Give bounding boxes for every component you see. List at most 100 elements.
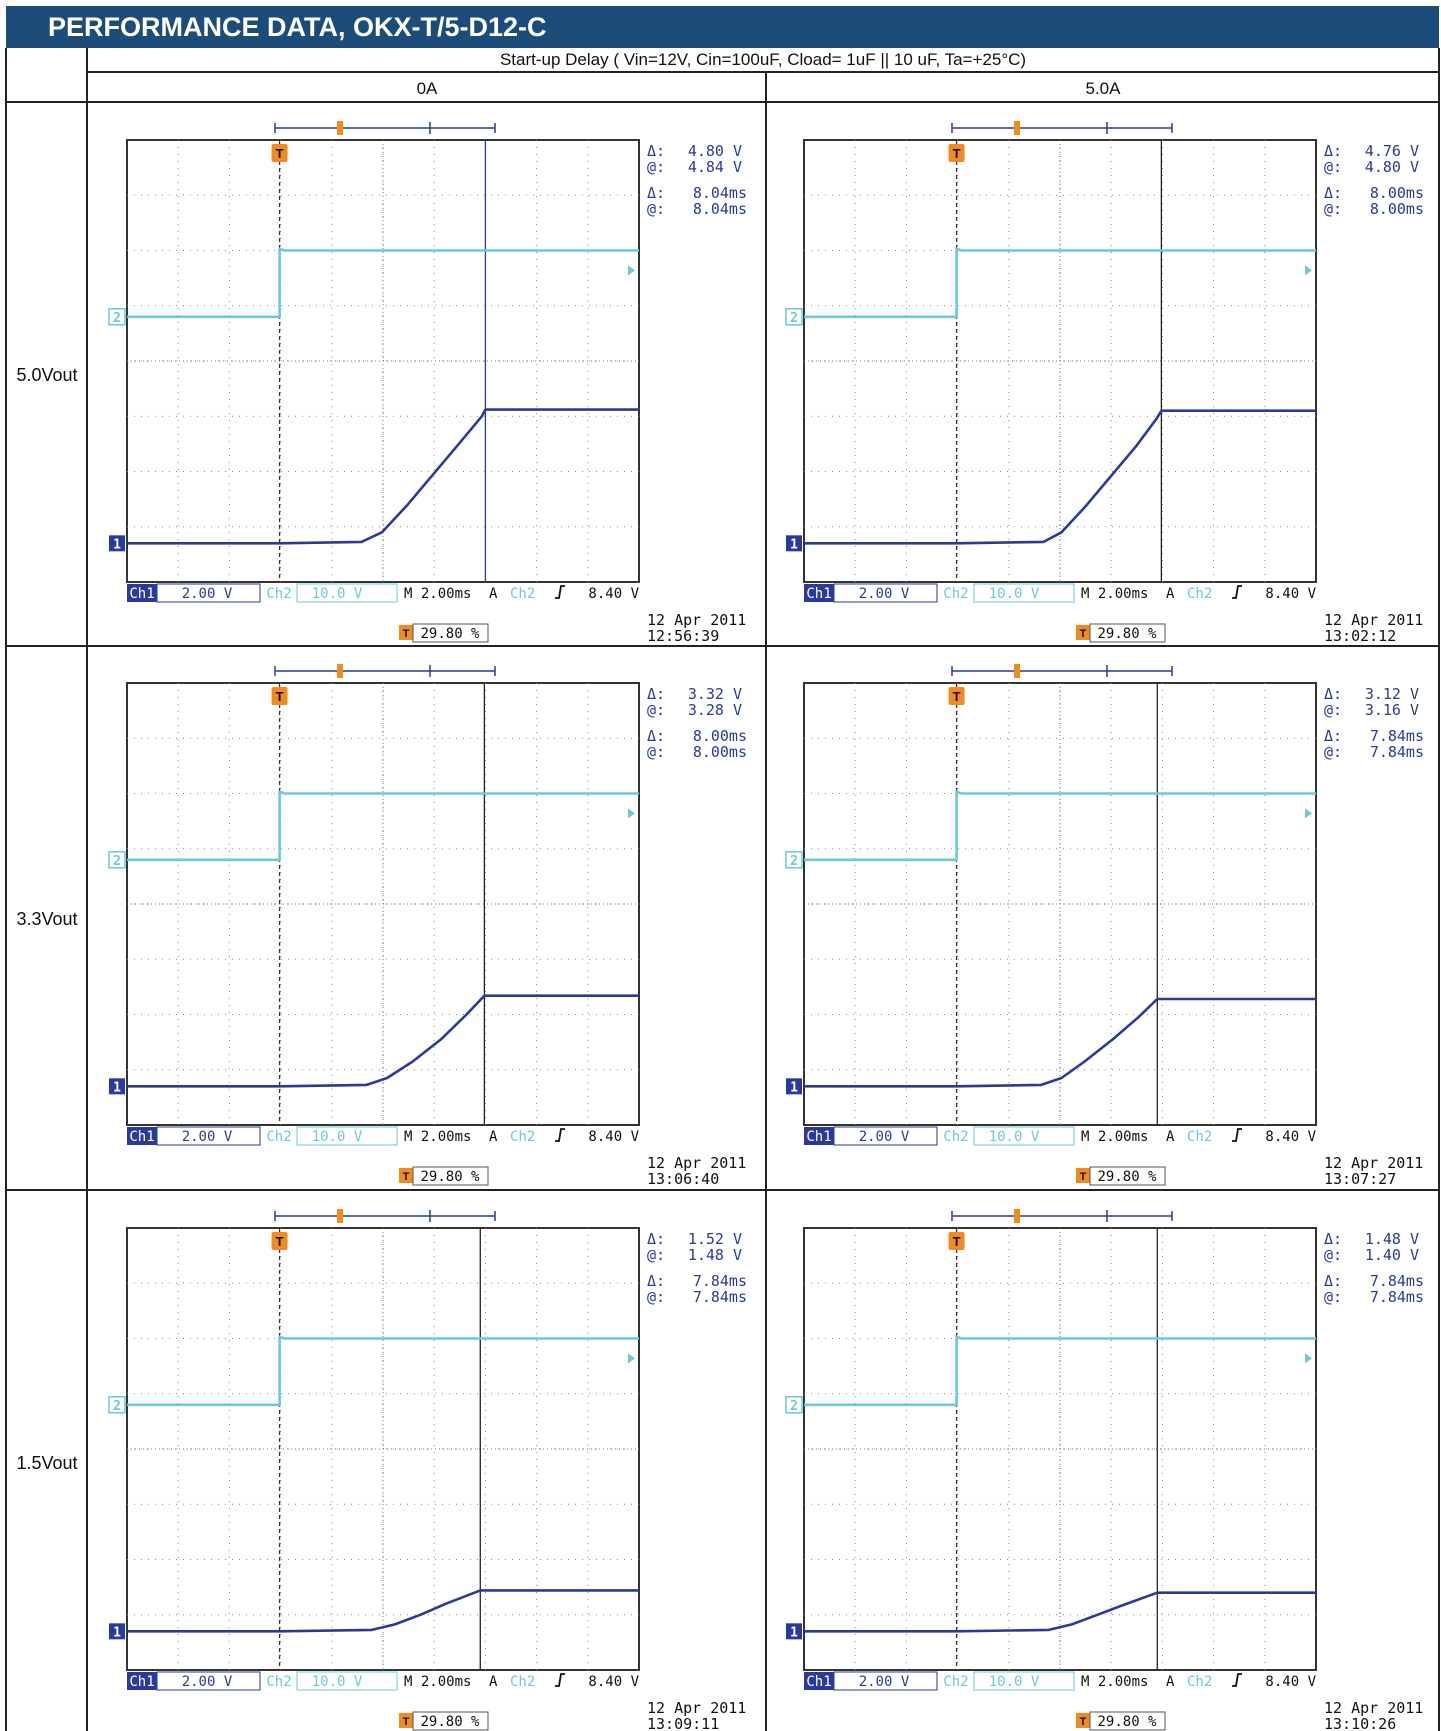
at-v-label: @:	[1324, 1246, 1342, 1264]
trigger-marker-box	[271, 687, 288, 705]
ch2-badge-label: Ch2	[266, 586, 291, 602]
ch2-scale: 10.0 V	[312, 586, 363, 602]
trigger-level-arrow	[1305, 808, 1312, 819]
ch1-badge-label: Ch1	[806, 1674, 831, 1690]
ch1-badge-label: Ch1	[806, 586, 831, 602]
trigger-pos-box	[1089, 1166, 1166, 1186]
ch1-badge-label: Ch1	[129, 1674, 154, 1690]
trigger-level: 8.40 V	[1265, 586, 1316, 602]
trigger-pos-icon	[1076, 1168, 1090, 1183]
at-t-label: @:	[647, 200, 665, 218]
at-t-value: 7.84ms	[1370, 743, 1424, 761]
trigger-source: Ch2	[1187, 1129, 1212, 1145]
trigger-pos: 29.80 %	[420, 1714, 480, 1730]
at-v-label: @:	[1324, 701, 1342, 719]
trigger-pos-icon-label: T	[403, 1171, 410, 1183]
ch1-badge	[127, 584, 157, 602]
capture-time: 13:10:26	[1324, 1715, 1396, 1731]
trigger-source: Ch2	[510, 586, 535, 602]
at-t-label: @:	[1324, 1288, 1342, 1306]
scope-panel-3.3Vout-5.0A: T 1 2 Δ: 3.12 V @: 3.16 V Δ: 7.84ms @: 7.84ms Ch1 2.…	[785, 664, 1424, 1188]
record-bracket	[274, 1211, 496, 1221]
trigger-marker-label: T	[276, 1234, 284, 1249]
ch2-ground-marker	[785, 308, 803, 326]
ch2-scale: 10.0 V	[989, 1674, 1040, 1690]
at-v-value: 3.28 V	[688, 701, 742, 719]
trigger-pos-box	[412, 623, 489, 643]
ch2-scale-box	[973, 1126, 1075, 1146]
record-bracket	[951, 1211, 1173, 1221]
trigger-source: Ch2	[510, 1674, 535, 1690]
ch2-scale-box	[296, 583, 398, 603]
ch1-ground-marker	[786, 1623, 802, 1640]
delta-t-value: 7.84ms	[693, 1272, 747, 1290]
record-trigger-marker	[337, 664, 343, 678]
row-label-3v3: 3.3Vout	[16, 909, 77, 929]
delta-v-label: Δ:	[1324, 1230, 1342, 1248]
ch1-scale: 2.00 V	[859, 1674, 910, 1690]
trigger-level: 8.40 V	[588, 1129, 639, 1145]
delta-t-value: 8.04ms	[693, 184, 747, 202]
ch2-scale: 10.0 V	[312, 1129, 363, 1145]
ch2-ground-marker	[108, 1396, 126, 1414]
timebase: M 2.00ms	[404, 586, 471, 602]
at-t-label: @:	[1324, 743, 1342, 761]
ch2-scale-box	[973, 583, 1075, 603]
trigger-pos: 29.80 %	[420, 626, 480, 642]
ch1-badge	[804, 1672, 834, 1690]
at-v-label: @:	[647, 158, 665, 176]
trigger-mode: A	[489, 1129, 498, 1145]
delta-v-value: 3.12 V	[1365, 685, 1419, 703]
ch1-scale: 2.00 V	[859, 586, 910, 602]
at-v-value: 1.40 V	[1365, 1246, 1419, 1264]
trigger-source: Ch2	[1187, 586, 1212, 602]
trigger-marker-box	[948, 1232, 965, 1250]
record-trigger-marker	[1014, 1209, 1020, 1223]
ch2-badge-label: Ch2	[943, 586, 968, 602]
ch1-ground-marker	[109, 1623, 125, 1640]
trigger-mode: A	[489, 586, 498, 602]
table-grid	[5, 48, 1440, 1731]
delta-v-value: 1.48 V	[1365, 1230, 1419, 1248]
scope-panel-5.0Vout-5.0A: T 1 2 Δ: 4.76 V @: 4.80 V Δ: 8.00ms @: 8.00ms Ch1 2.…	[785, 121, 1424, 645]
ch1-scale-box	[833, 1126, 938, 1146]
capture-time: 12:56:39	[647, 627, 719, 645]
trigger-level-arrow	[628, 265, 635, 276]
ch1-ground-marker	[786, 535, 802, 552]
ch1-ground-marker	[109, 535, 125, 552]
record-trigger-marker	[337, 1209, 343, 1223]
timebase: M 2.00ms	[404, 1674, 471, 1690]
trigger-mode: A	[1166, 586, 1175, 602]
ch2-scale: 10.0 V	[989, 1129, 1040, 1145]
ch1-ground-label: 1	[113, 537, 121, 552]
ch1-ground-marker	[786, 1078, 802, 1095]
table-subtitle: Start-up Delay ( Vin=12V, Cin=100uF, Clo…	[500, 50, 1026, 69]
trigger-level: 8.40 V	[588, 1674, 639, 1690]
trigger-source: Ch2	[1187, 1674, 1212, 1690]
ch2-ground-label: 2	[113, 854, 121, 869]
trigger-pos-icon-label: T	[1080, 1716, 1087, 1728]
trigger-level-arrow	[628, 1353, 635, 1364]
ch2-ground-label: 2	[790, 1399, 798, 1414]
delta-v-label: Δ:	[1324, 685, 1342, 703]
trigger-marker-label: T	[953, 146, 961, 161]
at-t-label: @:	[647, 1288, 665, 1306]
capture-date: 12 Apr 2011	[647, 611, 746, 629]
delta-t-label: Δ:	[1324, 184, 1342, 202]
ch1-scale: 2.00 V	[182, 586, 233, 602]
column-header-5a: 5.0A	[1086, 79, 1122, 98]
ch1-scale-box	[156, 1671, 261, 1691]
ch2-scale: 10.0 V	[989, 586, 1040, 602]
trigger-pos-box	[1089, 1711, 1166, 1731]
at-v-label: @:	[647, 701, 665, 719]
ch2-ground-marker	[108, 308, 126, 326]
ch2-badge-label: Ch2	[266, 1129, 291, 1145]
timebase: M 2.00ms	[1081, 1129, 1148, 1145]
record-trigger-marker	[1014, 664, 1020, 678]
trigger-pos-icon-label: T	[403, 628, 410, 640]
delta-t-value: 7.84ms	[1370, 1272, 1424, 1290]
rising-edge-icon	[555, 585, 565, 599]
ch1-waveform	[127, 994, 639, 1088]
ch2-scale-box	[973, 1671, 1075, 1691]
capture-date: 12 Apr 2011	[1324, 1154, 1423, 1172]
